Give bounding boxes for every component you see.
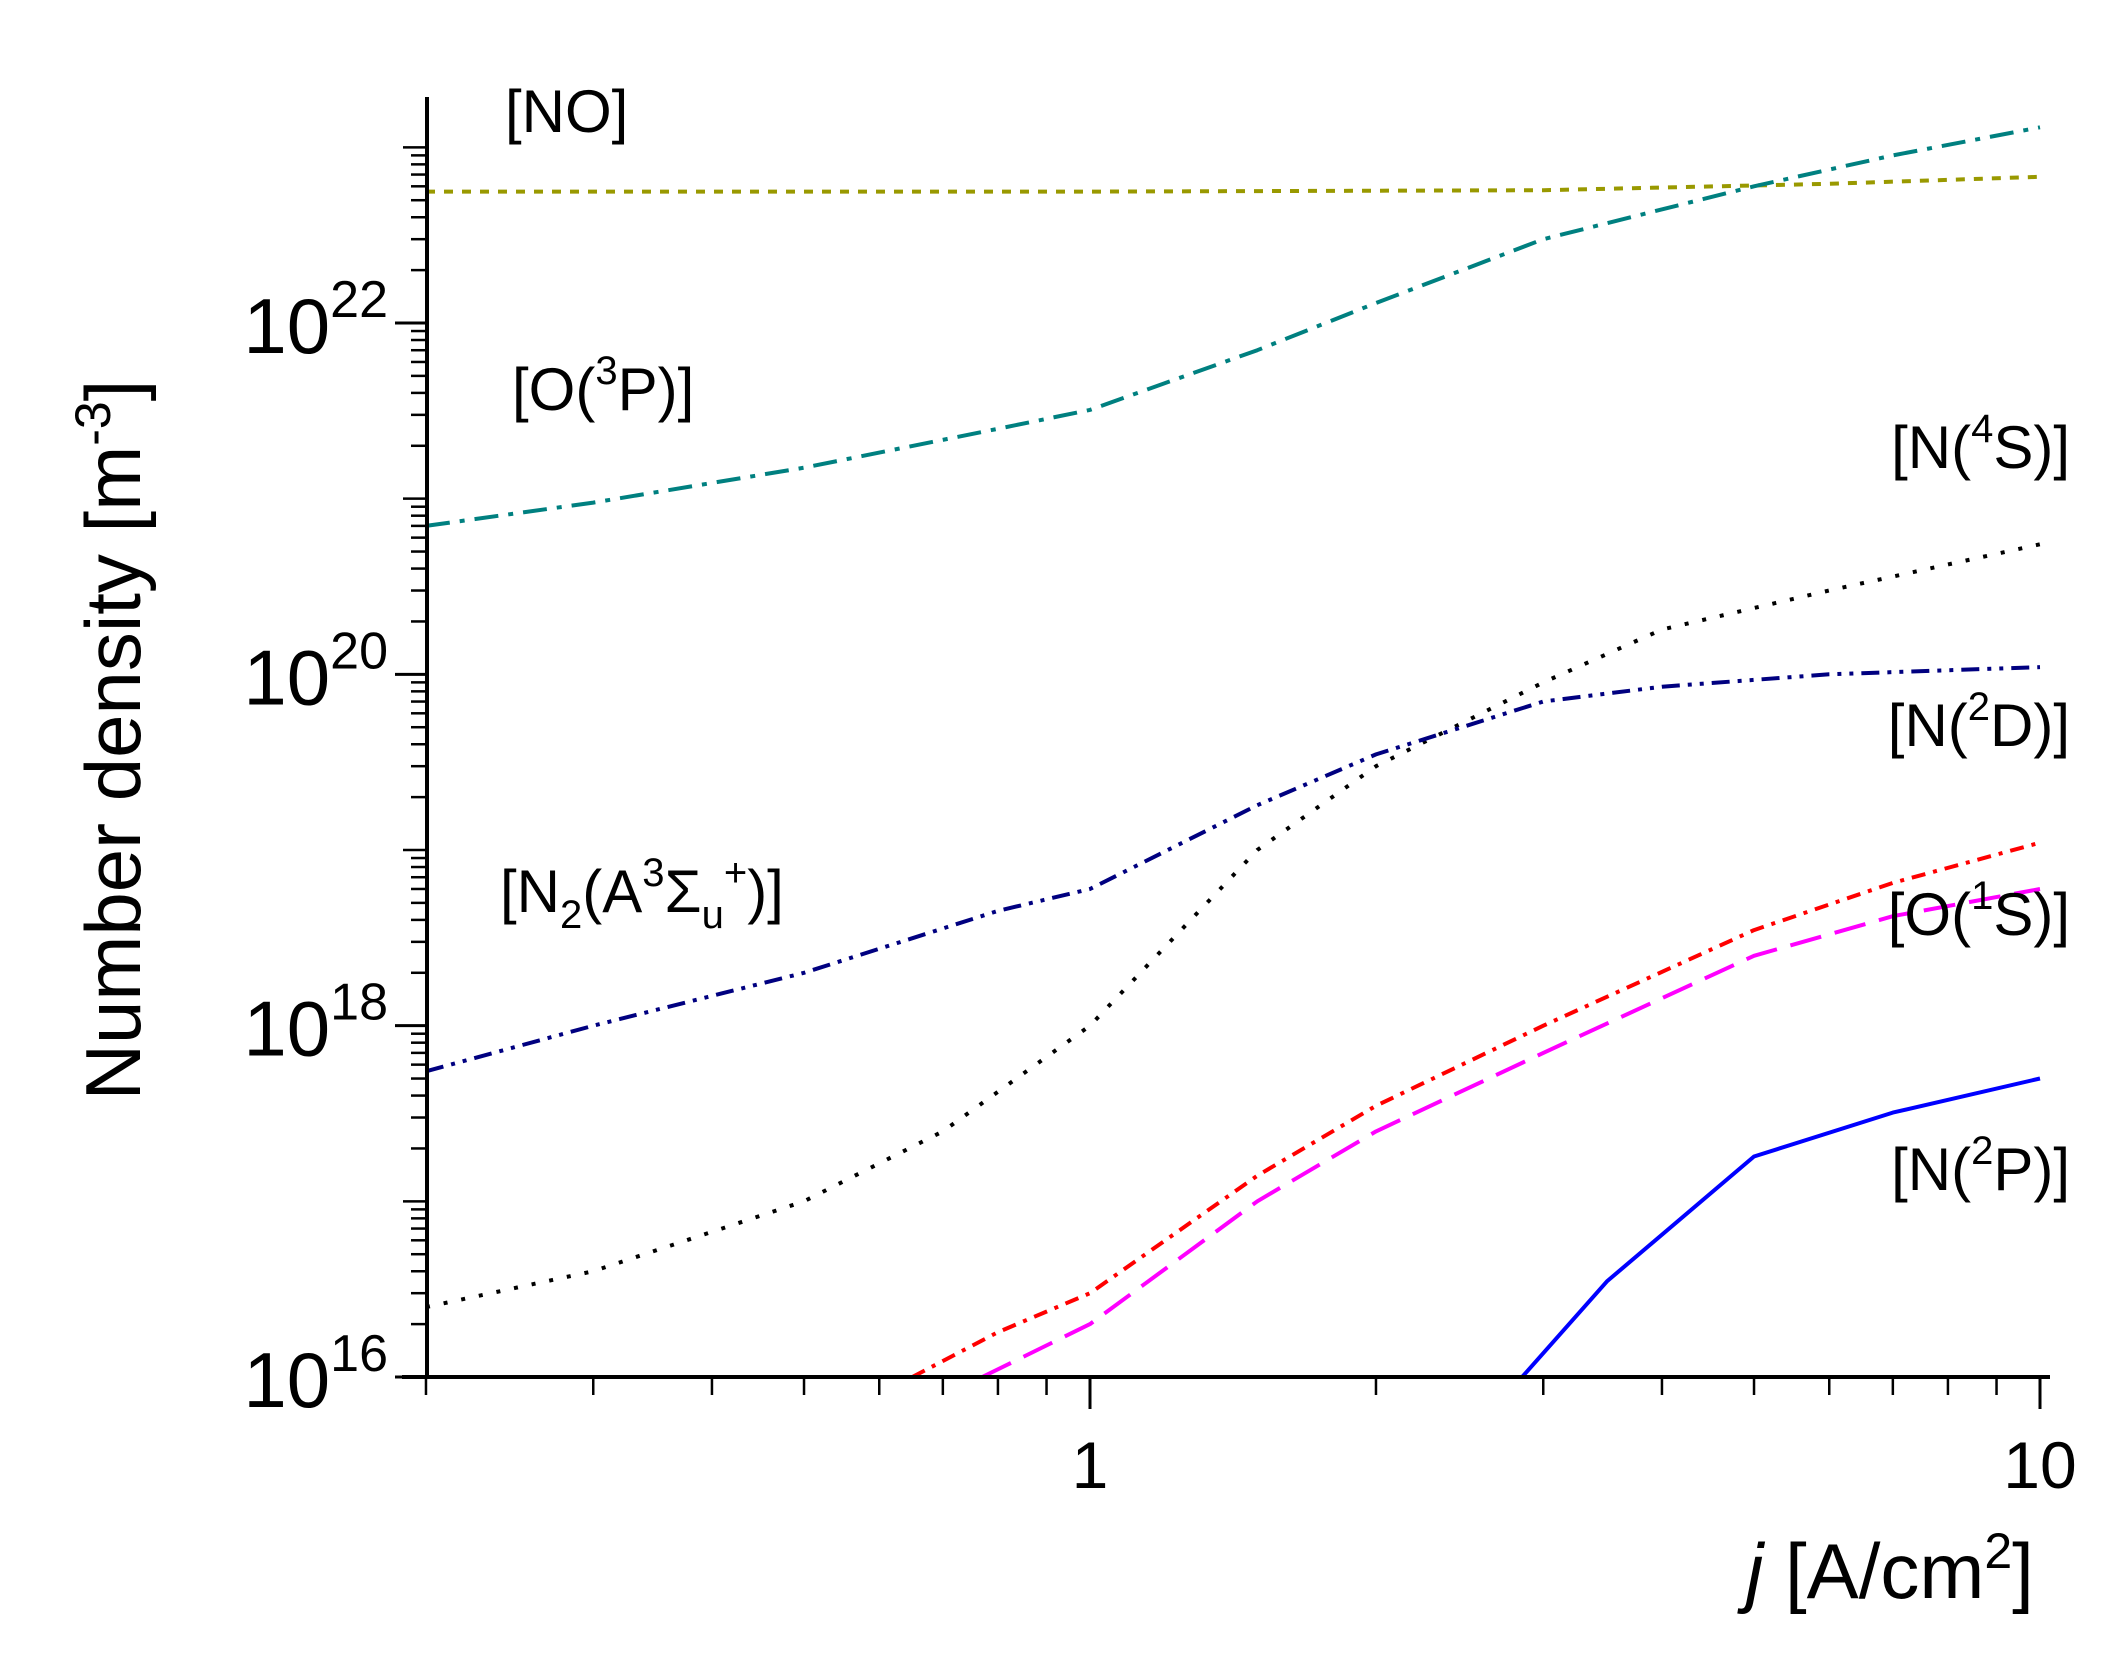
series-line-o-3p- [425,125,2041,528]
series-labels: [NO] [O(3P)] [N(4S)] [N(2D)] [N2(A3Σu+)] [O(1… [500,78,2070,1203]
tick-marks [395,146,2042,1409]
series-label-n4s: [N(4S)] [1891,407,2070,481]
series-line-o-1s- [981,887,2041,1379]
series-line-n-4s- [425,542,2041,1310]
axes [402,97,2050,1379]
y-tick-label: 1016 [243,1325,388,1424]
x-tick-label: 1 [1072,1428,1109,1502]
data-series-group [425,125,2041,1379]
series-line-n-2p- [1520,1076,2041,1379]
series-label-o1s: [O(1S)] [1888,874,2070,948]
y-tick-label: 1022 [243,271,388,370]
series-line-no [426,174,2041,194]
series-line-n-2d- [425,665,2041,1074]
y-tick-label: 1018 [243,974,388,1073]
x-axis-label: j [A/cm2] [1737,1523,2034,1615]
series-label-n2d: [N(2D)] [1888,685,2070,759]
series-label-n2p: [N(2P)] [1891,1129,2070,1203]
y-axis-label: Number density [m-3] [65,380,157,1101]
y-tick-label: 1020 [243,622,388,721]
series-label-o3p: [O(3P)] [512,349,694,423]
series-line-red-unlabeled [911,840,2041,1379]
series-label-n2a: [N2(A3Σu+)] [500,851,784,937]
x-tick-label: 10 [2003,1428,2076,1502]
tick-labels: 1 10 1016 1018 1020 1022 [243,271,2076,1502]
series-label-no: [NO] [505,78,628,145]
